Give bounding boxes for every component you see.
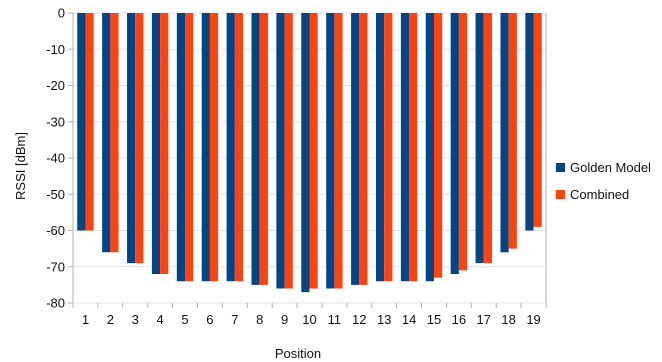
x-tick-label: 3	[132, 312, 139, 327]
legend-swatch-combined	[556, 190, 565, 199]
bar-combined-2	[110, 13, 119, 253]
bar-golden-model-15	[425, 13, 434, 282]
legend-item-combined: Combined	[556, 181, 651, 208]
y-tick-label: -30	[46, 114, 65, 129]
bar-golden-model-3	[127, 13, 136, 264]
bar-combined-8	[259, 13, 268, 285]
bar-combined-19	[533, 13, 542, 227]
bar-golden-model-1	[77, 13, 86, 231]
legend-item-golden-model: Golden Model	[556, 154, 651, 181]
x-tick-label: 13	[377, 312, 391, 327]
bar-combined-11	[334, 13, 343, 289]
bar-golden-model-7	[226, 13, 235, 282]
y-tick-label: -20	[46, 78, 65, 93]
bar-golden-model-12	[351, 13, 360, 285]
bar-golden-model-9	[276, 13, 285, 289]
x-tick-label: 19	[526, 312, 540, 327]
y-tick-label: -50	[46, 187, 65, 202]
axes: 0-10-20-30-40-50-60-70-801 2 3 4 5 6 7 8 9 10 11 12…	[46, 6, 547, 327]
x-tick-label: 11	[328, 312, 342, 327]
bar-golden-model-5	[176, 13, 186, 282]
bar-golden-model-19	[525, 13, 534, 231]
y-tick-label: -80	[46, 296, 65, 311]
x-tick-label: 14	[402, 312, 416, 327]
x-tick-label: 15	[427, 312, 441, 327]
bar-combined-14	[409, 13, 418, 282]
bar-golden-model-4	[151, 13, 161, 274]
x-tick-label: 18	[501, 312, 515, 327]
legend-swatch-golden-model	[556, 163, 565, 172]
bar-golden-model-14	[400, 13, 410, 282]
bar-combined-1	[85, 13, 94, 231]
y-tick-label: 0	[58, 6, 65, 21]
legend: Golden Model Combined	[556, 154, 651, 208]
bar-combined-3	[135, 13, 144, 264]
x-tick-label: 10	[302, 312, 316, 327]
x-tick-label: 6	[206, 312, 213, 327]
bar-combined-15	[433, 13, 443, 278]
bar-golden-model-10	[301, 13, 310, 293]
bar-combined-7	[234, 13, 244, 282]
x-tick-label: 2	[107, 312, 114, 327]
x-tick-label: 5	[181, 312, 188, 327]
bar-combined-9	[284, 13, 293, 289]
x-tick-label: 4	[157, 312, 164, 327]
bar-golden-model-8	[251, 13, 260, 285]
bar-combined-13	[384, 13, 393, 282]
bar-combined-6	[209, 13, 219, 282]
x-axis-title: Position	[275, 346, 321, 361]
bar-combined-12	[359, 13, 368, 285]
legend-label-golden-model: Golden Model	[570, 160, 651, 175]
bar-combined-18	[508, 13, 517, 249]
bar-combined-17	[483, 13, 492, 264]
x-tick-label: 17	[477, 312, 491, 327]
x-tick-label: 7	[231, 312, 238, 327]
bar-golden-model-11	[326, 13, 335, 289]
y-tick-label: -10	[46, 42, 65, 57]
x-tick-label: 8	[256, 312, 263, 327]
bar-golden-model-13	[375, 13, 385, 282]
bar-combined-10	[309, 13, 318, 289]
x-tick-label: 12	[352, 312, 366, 327]
x-tick-label: 16	[452, 312, 466, 327]
bar-combined-5	[185, 13, 194, 282]
legend-label-combined: Combined	[570, 187, 630, 202]
bar-golden-model-2	[102, 13, 111, 253]
y-tick-label: -40	[46, 151, 65, 166]
bar-golden-model-6	[201, 13, 210, 282]
bars	[77, 13, 542, 293]
x-tick-label: 9	[281, 312, 288, 327]
bar-golden-model-16	[450, 13, 459, 274]
y-axis-title: RSSI [dBm]	[13, 132, 28, 200]
y-tick-label: -60	[46, 223, 65, 238]
bar-combined-16	[458, 13, 468, 271]
y-tick-label: -70	[46, 259, 65, 274]
bar-golden-model-18	[500, 13, 509, 253]
bar-golden-model-17	[475, 13, 484, 264]
x-tick-label: 1	[82, 312, 89, 327]
bar-combined-4	[160, 13, 169, 274]
